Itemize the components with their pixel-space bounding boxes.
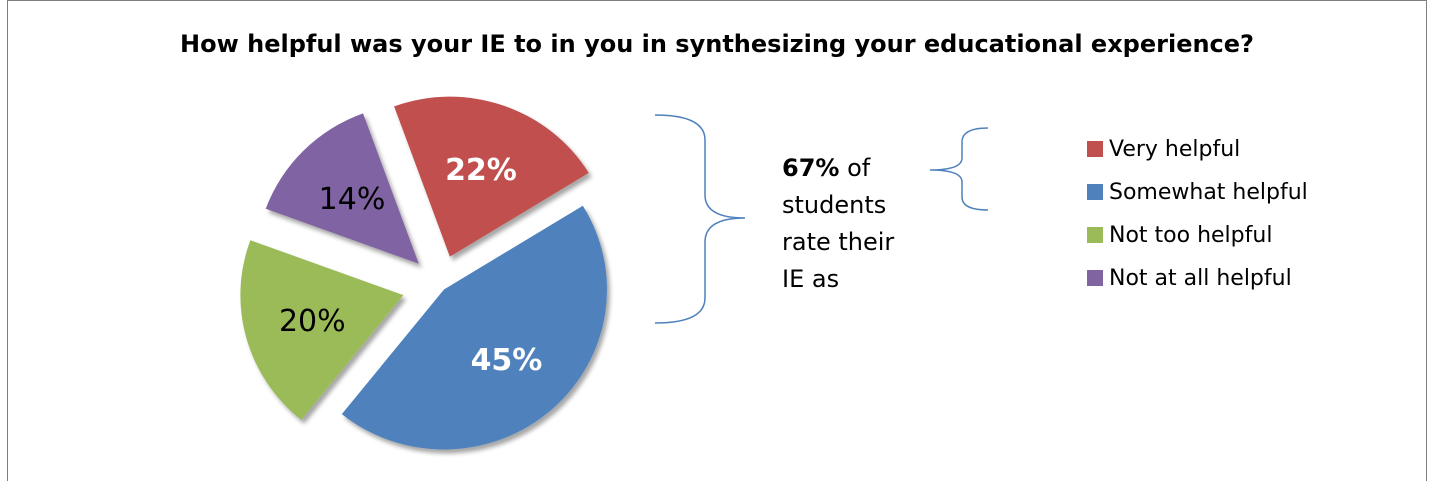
large-brace xyxy=(654,114,746,324)
pie-slice-not-too-helpful xyxy=(240,240,404,420)
pie-slice-somewhat-helpful xyxy=(341,205,607,450)
annotation-percent: 67% xyxy=(782,154,840,182)
legend-swatch xyxy=(1087,270,1103,286)
data-label-not-at-all-helpful: 14% xyxy=(319,182,386,217)
legend-label: Not too helpful xyxy=(1109,222,1273,248)
chart-title: How helpful was your IE to in you in syn… xyxy=(180,30,1254,58)
legend-label: Not at all helpful xyxy=(1109,265,1292,291)
legend-swatch xyxy=(1087,227,1103,243)
legend-item-somewhat-helpful: Somewhat helpful xyxy=(1087,179,1308,205)
annotation-note: 67% of students rate their IE as xyxy=(782,150,922,298)
legend-item-not-too-helpful: Not too helpful xyxy=(1087,222,1308,248)
legend-swatch xyxy=(1087,184,1103,200)
pie-slice-very-helpful xyxy=(394,96,589,257)
small-brace xyxy=(929,127,989,211)
legend-item-very-helpful: Very helpful xyxy=(1087,136,1308,162)
legend-item-not-at-all-helpful: Not at all helpful xyxy=(1087,265,1308,291)
legend-label: Very helpful xyxy=(1109,136,1241,162)
data-label-very-helpful: 22% xyxy=(445,153,517,188)
data-label-somewhat-helpful: 45% xyxy=(471,343,543,378)
chart-frame xyxy=(7,0,1427,481)
data-label-not-too-helpful: 20% xyxy=(279,304,346,339)
pie-slice-not-at-all-helpful xyxy=(265,113,419,264)
annotation-text: of students rate their IE as xyxy=(782,154,895,293)
legend-swatch xyxy=(1087,141,1103,157)
legend-label: Somewhat helpful xyxy=(1109,179,1308,205)
legend: Very helpful Somewhat helpful Not too help… xyxy=(1087,137,1308,309)
